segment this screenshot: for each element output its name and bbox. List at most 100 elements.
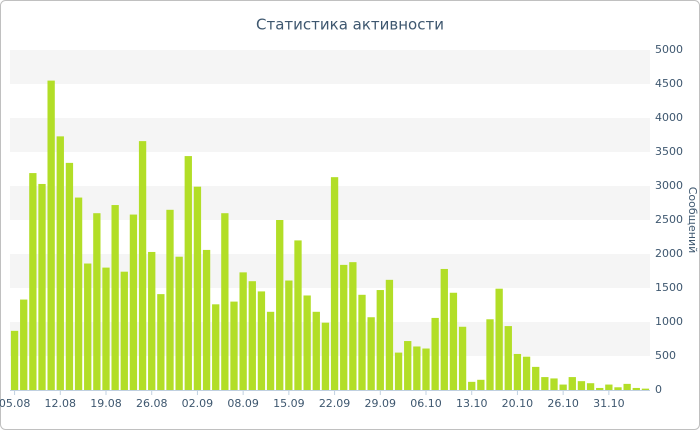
bar — [93, 213, 101, 390]
bar — [111, 205, 119, 390]
bar — [605, 384, 613, 390]
x-tick-label: 05.08 — [0, 397, 30, 410]
x-tick-label: 06.10 — [410, 397, 442, 410]
grid-band — [10, 50, 650, 84]
bar — [84, 263, 92, 390]
bar — [596, 387, 604, 390]
x-tick-label: 19.08 — [90, 397, 122, 410]
bar — [102, 267, 110, 390]
bar — [495, 288, 503, 390]
y-tick-label: 2500 — [655, 213, 683, 226]
bar — [29, 173, 37, 390]
bar — [532, 366, 540, 390]
y-tick-label: 2000 — [655, 247, 683, 260]
bar — [577, 381, 586, 390]
bar — [340, 264, 348, 390]
y-axis-title: Сообщений — [686, 187, 699, 254]
bar — [120, 271, 128, 390]
bar — [193, 186, 202, 390]
bar — [568, 377, 576, 390]
bar — [202, 249, 211, 390]
bar — [522, 356, 531, 390]
grid-band — [10, 186, 650, 220]
x-tick-label: 31.10 — [593, 397, 625, 410]
bar — [303, 295, 311, 390]
y-tick-label: 3500 — [655, 145, 683, 158]
x-tick-label: 26.08 — [136, 397, 168, 410]
bar — [230, 301, 238, 390]
bar — [468, 381, 476, 390]
bar — [257, 291, 266, 390]
bar — [276, 220, 284, 390]
bar — [47, 80, 55, 390]
y-tick-label: 5000 — [655, 43, 683, 56]
y-tick-label: 4500 — [655, 77, 683, 90]
bar — [477, 379, 485, 390]
x-tick-label: 08.09 — [227, 397, 259, 410]
bar — [431, 317, 439, 390]
bar — [458, 326, 467, 390]
bar — [349, 262, 357, 390]
bar — [38, 183, 46, 390]
y-tick-label: 3000 — [655, 179, 683, 192]
x-tick-label: 02.09 — [182, 397, 214, 410]
bar — [239, 272, 247, 390]
bar — [74, 197, 83, 390]
chart-title: Статистика активности — [256, 16, 444, 34]
bar — [266, 311, 275, 390]
x-tick-label: 22.09 — [319, 397, 351, 410]
bar — [394, 352, 403, 390]
bar — [541, 377, 549, 390]
grid-band — [10, 118, 650, 152]
bar — [404, 341, 412, 390]
bar — [385, 279, 394, 390]
bar — [129, 214, 138, 390]
bar — [413, 346, 421, 390]
bar — [513, 353, 522, 390]
bar — [550, 378, 558, 390]
y-tick-label: 1500 — [655, 281, 683, 294]
x-tick-label: 15.09 — [273, 397, 305, 410]
bar — [623, 383, 631, 390]
bar — [138, 141, 147, 390]
bar — [312, 311, 320, 390]
bar — [330, 177, 339, 390]
bar — [559, 384, 567, 390]
bar — [10, 330, 19, 390]
y-tick-label: 0 — [655, 383, 662, 396]
bar — [148, 251, 156, 390]
x-tick-label: 12.08 — [45, 397, 77, 410]
x-tick-label: 29.09 — [365, 397, 397, 410]
y-tick-label: 1000 — [655, 315, 683, 328]
bar — [641, 388, 650, 390]
bar — [376, 290, 384, 390]
bar — [422, 348, 430, 390]
y-tick-label: 4000 — [655, 111, 683, 124]
bar — [358, 294, 366, 390]
x-tick-label: 13.10 — [456, 397, 488, 410]
bar — [294, 240, 302, 390]
bar — [285, 280, 293, 390]
bar — [184, 156, 192, 390]
y-tick-label: 500 — [655, 349, 676, 362]
bar — [614, 387, 622, 390]
bar — [65, 162, 74, 390]
bar — [175, 256, 183, 390]
x-tick-label: 20.10 — [502, 397, 534, 410]
bar — [248, 281, 256, 390]
bar — [221, 213, 229, 390]
bar — [321, 322, 330, 390]
bar — [486, 319, 494, 390]
bar — [504, 326, 512, 390]
bar — [440, 268, 448, 390]
bar — [586, 383, 595, 390]
bar — [157, 294, 165, 390]
x-tick-label: 26.10 — [547, 397, 579, 410]
bar — [367, 317, 375, 390]
bar — [212, 304, 220, 390]
bar — [20, 299, 28, 390]
bar — [449, 292, 458, 390]
bar — [166, 209, 174, 390]
bar — [56, 136, 64, 390]
